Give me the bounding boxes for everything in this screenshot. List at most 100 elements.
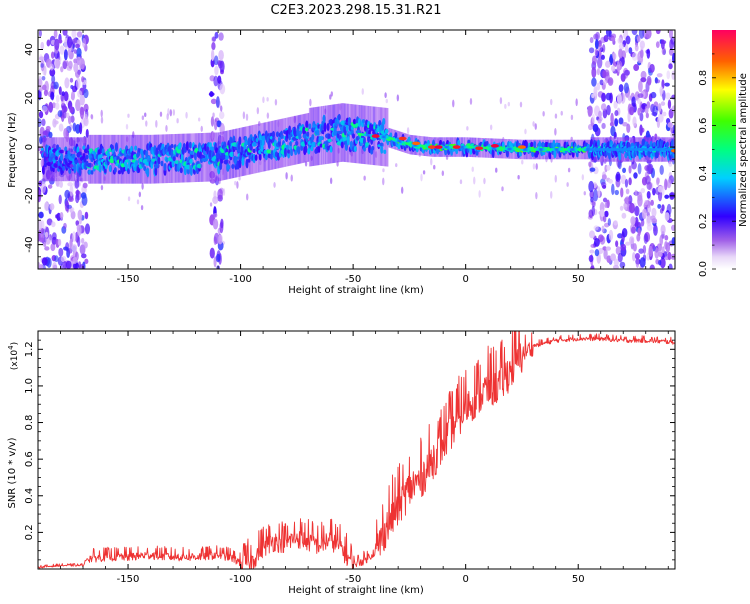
noise-blob <box>69 184 74 197</box>
band-core <box>415 143 417 147</box>
noise-blob <box>57 110 63 118</box>
noise-blob <box>44 231 49 238</box>
band-halo <box>284 118 287 167</box>
noise-blob <box>610 65 616 72</box>
noise-blob <box>628 202 635 214</box>
band-core <box>652 148 654 151</box>
noise-blob <box>74 179 80 189</box>
band-hotspot <box>517 145 526 149</box>
noise-blob <box>656 73 663 78</box>
band-blob <box>469 147 473 155</box>
noise-blob <box>395 163 398 168</box>
noise-blob <box>646 163 653 175</box>
noise-blob <box>218 32 224 41</box>
noise-blob <box>605 246 611 251</box>
noise-blob <box>441 170 445 177</box>
band-blob <box>247 158 251 163</box>
snr-x-axis: -150 -100 -50 0 50 <box>37 331 669 585</box>
noise-blob <box>499 97 503 105</box>
spectrogram-y-tick-label: -20 <box>24 188 35 204</box>
snr-panel: -150 -100 -50 0 50 0.2 0.4 0.6 0.8 1.0 1.2 Height… <box>7 330 676 596</box>
noise-blob <box>591 113 596 124</box>
band-core <box>600 148 603 151</box>
noise-blob <box>656 177 660 186</box>
noise-blob <box>550 98 553 106</box>
snr-y-tick-label: 0.2 <box>24 524 35 540</box>
band-core <box>403 141 406 145</box>
band-halo <box>234 128 237 178</box>
band-core <box>515 147 517 151</box>
noise-blob <box>67 182 74 187</box>
noise-blob <box>657 189 663 202</box>
colorbar: 0.0 0.2 0.4 0.6 0.8 Normalized spectral ampl… <box>698 30 749 277</box>
band-core <box>569 148 571 151</box>
band-halo <box>177 133 179 183</box>
noise-blob <box>55 214 59 219</box>
snr-x-tick-label: -50 <box>345 574 361 585</box>
band-blob <box>382 117 386 125</box>
band-core <box>418 144 420 147</box>
noise-blob <box>245 113 249 121</box>
noise-blob <box>100 116 104 124</box>
noise-blob <box>222 188 226 196</box>
band-core <box>364 133 366 137</box>
noise-blob <box>598 110 602 119</box>
noise-blob <box>159 111 163 117</box>
band-core <box>386 136 389 139</box>
noise-blob <box>611 183 615 196</box>
noise-blob <box>618 43 625 50</box>
noise-blob <box>624 69 630 76</box>
band-blob <box>134 145 138 151</box>
noise-blob <box>215 253 221 263</box>
band-core <box>464 145 466 149</box>
band-core <box>532 148 534 151</box>
band-blob <box>323 122 327 132</box>
noise-blob <box>38 146 42 152</box>
band-core <box>655 148 658 151</box>
noise-blob <box>632 243 637 252</box>
band-halo <box>87 137 89 182</box>
noise-blob <box>53 81 59 90</box>
band-core <box>506 147 508 151</box>
band-core <box>566 148 569 151</box>
band-core <box>469 145 471 149</box>
band-core <box>421 144 424 148</box>
noise-blob <box>38 219 43 231</box>
band-core <box>563 148 565 151</box>
noise-blob <box>54 255 59 263</box>
band-blob <box>347 117 352 127</box>
noise-blob <box>81 76 85 83</box>
band-blob <box>380 145 384 154</box>
band-core <box>643 148 645 151</box>
noise-blob <box>77 236 81 248</box>
noise-blob <box>591 205 595 217</box>
band-core <box>660 148 662 151</box>
noise-blob <box>459 179 463 185</box>
colorbar-tick-label: 0.4 <box>698 165 709 181</box>
noise-blob <box>575 98 578 107</box>
band-core <box>498 147 500 150</box>
band-core <box>420 144 423 148</box>
noise-blob <box>602 197 608 203</box>
band-blob <box>163 162 167 171</box>
noise-blob <box>141 115 145 121</box>
band-core <box>550 148 552 151</box>
noise-blob <box>667 99 672 110</box>
noise-blob <box>532 163 536 170</box>
band-halo <box>322 106 324 165</box>
noise-blob <box>213 75 219 87</box>
noise-blob <box>589 190 594 199</box>
noise-blob <box>662 111 667 117</box>
band-blob <box>185 141 189 151</box>
noise-blob <box>649 63 655 73</box>
band-core <box>499 147 501 150</box>
colorbar-tick-label: 0.2 <box>698 213 709 229</box>
noise-blob <box>71 85 78 93</box>
band-core <box>471 146 473 149</box>
noise-blob <box>542 110 545 117</box>
band-core <box>613 148 615 151</box>
noise-blob <box>47 184 53 189</box>
band-core <box>502 147 505 150</box>
band-core <box>543 148 545 151</box>
noise-blob <box>65 260 72 269</box>
